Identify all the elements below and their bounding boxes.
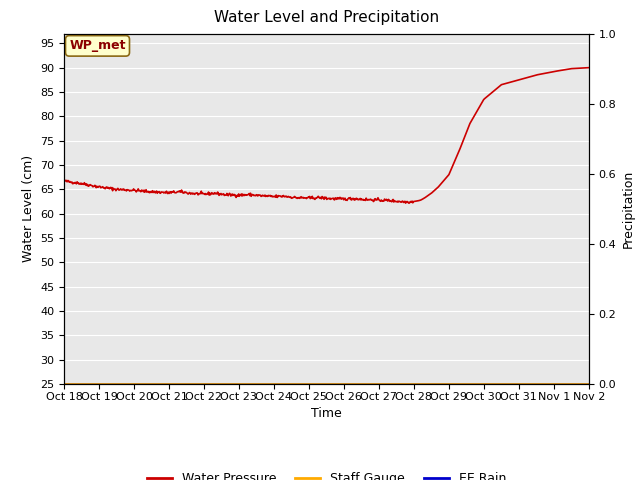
Y-axis label: Precipitation: Precipitation bbox=[622, 169, 635, 248]
Title: Water Level and Precipitation: Water Level and Precipitation bbox=[214, 11, 439, 25]
Y-axis label: Water Level (cm): Water Level (cm) bbox=[22, 155, 35, 263]
X-axis label: Time: Time bbox=[311, 407, 342, 420]
Legend: Water Pressure, Staff Gauge, EE Rain: Water Pressure, Staff Gauge, EE Rain bbox=[142, 468, 511, 480]
Text: WP_met: WP_met bbox=[69, 39, 125, 52]
